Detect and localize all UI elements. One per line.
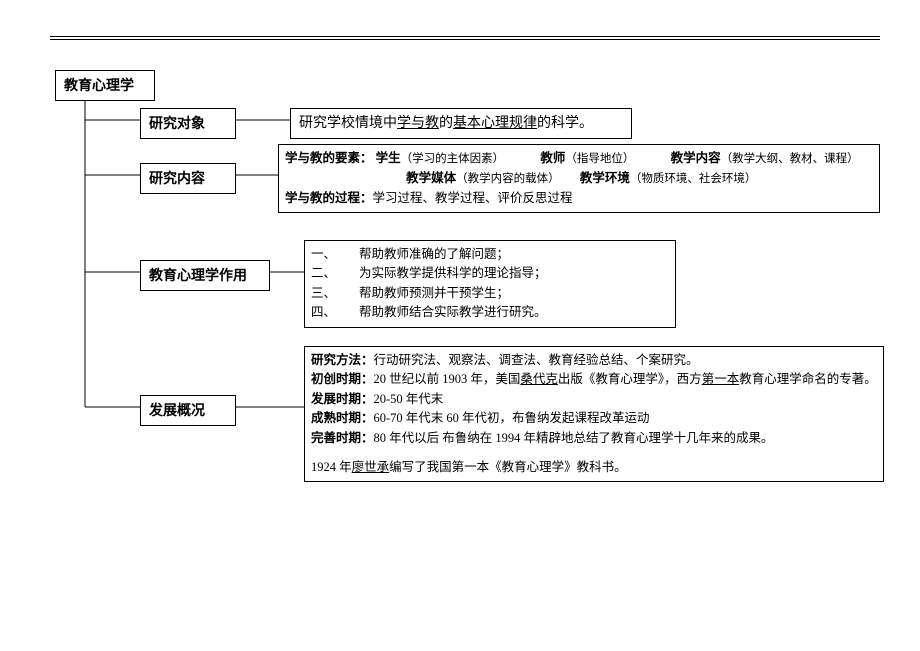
item-paren: （指导地位） [565,153,634,165]
item-paren: （学习的主体因素） [401,153,505,165]
line: 教学媒体（教学内容的载体） 教学环境（物质环境、社会环境） [285,169,873,189]
lead: 成熟时期： [311,411,374,425]
item-paren: （教学大纲、教材、课程） [721,153,859,165]
line: 成熟时期：60-70 年代末 60 年代初，布鲁纳发起课程改革运动 [311,409,877,428]
text: 的 [439,116,453,131]
text: 学习过程、教学过程、评价反思过程 [373,191,573,205]
desc-function: 一、帮助教师准确的了解问题； 二、为实际教学提供科学的理论指导； 三、帮助教师预… [304,240,676,328]
text: 为实际教学提供科学的理论指导； [359,266,547,280]
lead: 学与教的过程： [285,191,373,205]
text-underline: 第一本 [702,372,740,386]
item: 二、为实际教学提供科学的理论指导； [311,264,669,283]
item-bold: 学生 [376,151,401,165]
line: 学与教的过程：学习过程、教学过程、评价反思过程 [285,189,873,208]
text: 的科学。 [537,116,593,131]
desc-dev-overview: 研究方法：行动研究法、观察法、调查法、教育经验总结、个案研究。 初创时期：20 … [304,346,884,482]
desc-research-content: 学与教的要素： 学生（学习的主体因素） 教师（指导地位） 教学内容（教学大纲、教… [278,144,880,213]
item: 四、帮助教师结合实际教学进行研究。 [311,303,669,322]
top-double-rule [50,36,880,40]
text: 帮助教师预测并干预学生； [359,286,509,300]
line: 发展时期：20-50 年代末 [311,390,877,409]
text: 60-70 年代末 60 年代初，布鲁纳发起课程改革运动 [374,411,650,425]
text: 80 年代以后 布鲁纳在 1994 年精辟地总结了教育心理学十几年来的成果。 [374,431,774,445]
branch-edu-psy-function: 教育心理学作用 [140,260,270,291]
num: 一、 [311,245,345,264]
line: 1924 年廖世承编写了我国第一本《教育心理学》教科书。 [311,458,877,477]
branch-label: 发展概况 [149,402,205,418]
text: 教育心理学命名的专著。 [739,372,877,386]
num: 四、 [311,303,345,322]
lead: 学与教的要素： [285,151,373,165]
branch-research-object: 研究对象 [140,108,236,139]
text-underline: 廖世承 [352,460,390,474]
line: 初创时期：20 世纪以前 1903 年，美国桑代克出版《教育心理学》，西方第一本… [311,370,877,389]
lead: 初创时期： [311,372,374,386]
branch-research-content: 研究内容 [140,163,236,194]
line: 完善时期：80 年代以后 布鲁纳在 1994 年精辟地总结了教育心理学十几年来的… [311,429,877,448]
text: 帮助教师结合实际教学进行研究。 [359,305,547,319]
text: 出版《教育心理学》，西方 [558,372,702,386]
item-paren: （物质环境、社会环境） [630,173,757,185]
text: 20-50 年代末 [374,392,444,406]
text: 研究学校情境中 [299,116,397,131]
lead: 发展时期： [311,392,374,406]
lead: 完善时期： [311,431,374,445]
branch-label: 研究内容 [149,170,205,186]
desc-research-object: 研究学校情境中学与教的基本心理规律的科学。 [290,108,632,139]
item-bold: 教学内容 [671,151,721,165]
lead: 研究方法： [311,353,374,367]
text-underline: 桑代克 [520,372,558,386]
text-underline: 学与教 [397,116,439,131]
root-label: 教育心理学 [64,77,134,93]
text: 20 世纪以前 1903 年，美国 [374,372,521,386]
item-bold: 教学媒体 [406,171,456,185]
spacer [311,448,877,458]
text: 帮助教师准确的了解问题； [359,247,509,261]
num: 三、 [311,284,345,303]
line: 学与教的要素： 学生（学习的主体因素） 教师（指导地位） 教学内容（教学大纲、教… [285,149,873,169]
text-underline: 基本心理规律 [453,116,537,131]
item-paren: （教学内容的载体） [456,173,560,185]
line: 研究方法：行动研究法、观察法、调查法、教育经验总结、个案研究。 [311,351,877,370]
item-bold: 教学环境 [580,171,630,185]
branch-dev-overview: 发展概况 [140,395,236,426]
item: 三、帮助教师预测并干预学生； [311,284,669,303]
num: 二、 [311,264,345,283]
branch-label: 研究对象 [149,115,205,131]
branch-label: 教育心理学作用 [149,267,247,283]
item-bold: 教师 [540,151,565,165]
root-node: 教育心理学 [55,70,155,101]
text: 编写了我国第一本《教育心理学》教科书。 [389,460,627,474]
text: 行动研究法、观察法、调查法、教育经验总结、个案研究。 [374,353,699,367]
text: 1924 年 [311,460,352,474]
item: 一、帮助教师准确的了解问题； [311,245,669,264]
